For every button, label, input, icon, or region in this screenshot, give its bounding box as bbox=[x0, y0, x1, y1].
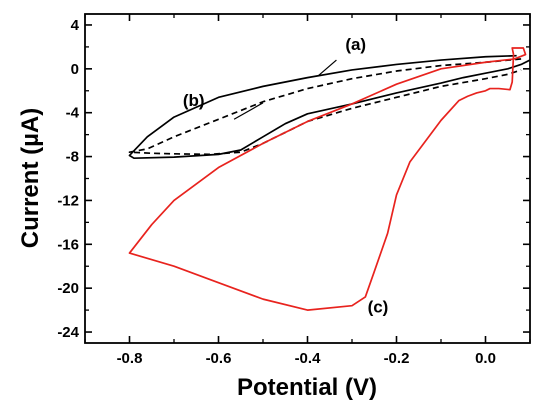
annotation-pointer-a bbox=[318, 59, 337, 76]
annotation-label-b: (b) bbox=[183, 91, 205, 110]
x-tick-label: -0.6 bbox=[206, 350, 232, 367]
x-tick-label: -0.2 bbox=[384, 350, 410, 367]
x-tick-label: -0.8 bbox=[117, 350, 143, 367]
x-tick-label: 0.0 bbox=[475, 350, 496, 367]
x-tick-label: -0.4 bbox=[295, 350, 322, 367]
y-tick-label: -12 bbox=[57, 192, 79, 209]
y-axis-title: Current (µA) bbox=[17, 108, 44, 248]
series-line-a bbox=[128, 54, 530, 160]
y-tick-label: -8 bbox=[66, 149, 79, 166]
annotation-pointer-b bbox=[233, 102, 264, 120]
y-tick-label: -4 bbox=[66, 105, 80, 122]
y-tick-label: 4 bbox=[71, 17, 80, 34]
annotation-label-c: (c) bbox=[368, 297, 389, 316]
annotation-label-a: (a) bbox=[345, 35, 366, 54]
y-tick-label: -16 bbox=[57, 236, 79, 253]
series-line-b bbox=[128, 58, 522, 156]
y-tick-label: -24 bbox=[57, 324, 79, 341]
y-tick-label: -20 bbox=[57, 280, 79, 297]
x-axis-title: Potential (V) bbox=[237, 374, 377, 401]
series-line-c bbox=[128, 47, 527, 311]
plot-frame bbox=[84, 13, 531, 344]
y-tick-label: 0 bbox=[71, 61, 79, 78]
